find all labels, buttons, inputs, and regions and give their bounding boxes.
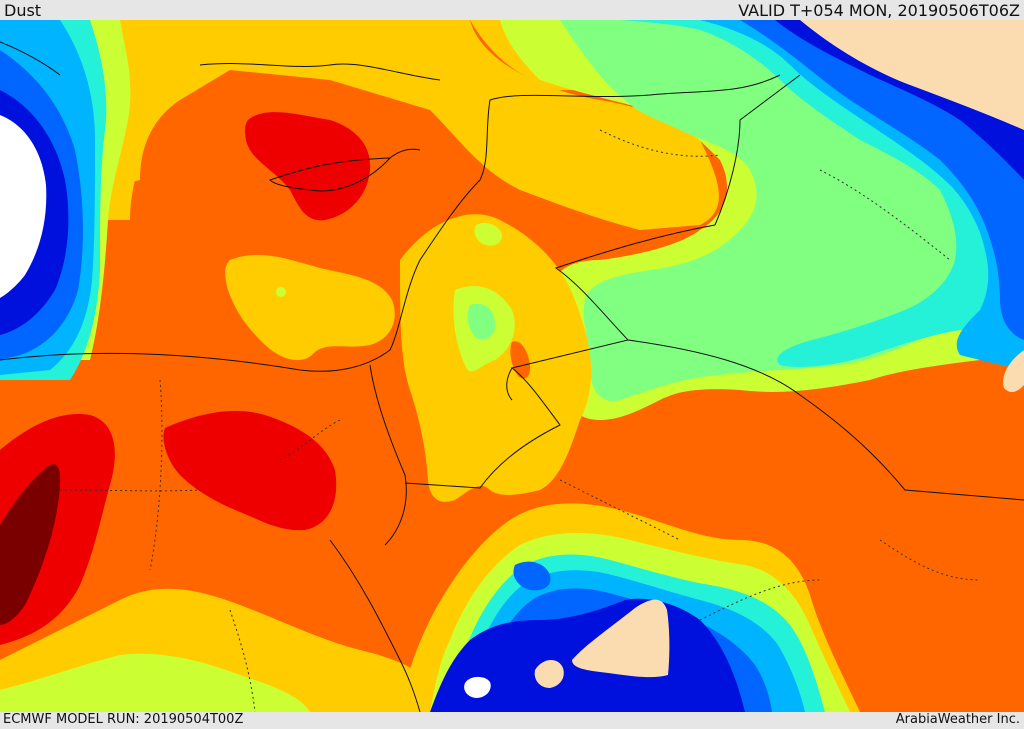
- south-peach-main: [572, 599, 670, 678]
- dust-forecast-map[interactable]: [0, 20, 1024, 712]
- model-run-label: ECMWF MODEL RUN: 20190504T00Z: [3, 712, 244, 727]
- north-yellow-band: [70, 20, 719, 230]
- header-bar: Dust VALID T+054 MON, 20190506T06Z: [0, 0, 1024, 20]
- med-lime-dot: [276, 287, 286, 297]
- province-borders: [59, 129, 981, 712]
- jordan-orange-spot: [510, 341, 531, 379]
- east-peach-spot: [1003, 350, 1024, 392]
- south-peach-small: [534, 659, 564, 688]
- northwest-white-hole: [0, 115, 47, 298]
- east-orange-band: [696, 390, 1024, 712]
- med-yellow-blob: [225, 254, 395, 361]
- country-borders: [0, 41, 1024, 712]
- libya-darkred-core: [0, 464, 61, 625]
- egypt-red-area: [163, 410, 337, 531]
- footer-bar: ECMWF MODEL RUN: 20190504T00Z ArabiaWeat…: [0, 712, 1024, 729]
- credit-label: ArabiaWeather Inc.: [895, 712, 1020, 727]
- cyprus-red-area: [244, 112, 371, 221]
- valid-time-label: VALID T+054 MON, 20190506T06Z: [738, 1, 1020, 20]
- southwest-lime: [0, 653, 310, 712]
- levant-green: [467, 303, 495, 340]
- south-blue-inner: [513, 561, 551, 591]
- map-title: Dust: [4, 1, 42, 20]
- levant-lime-small: [474, 223, 503, 246]
- south-white-spot: [464, 676, 491, 698]
- northeast-peach-area: [800, 20, 1024, 130]
